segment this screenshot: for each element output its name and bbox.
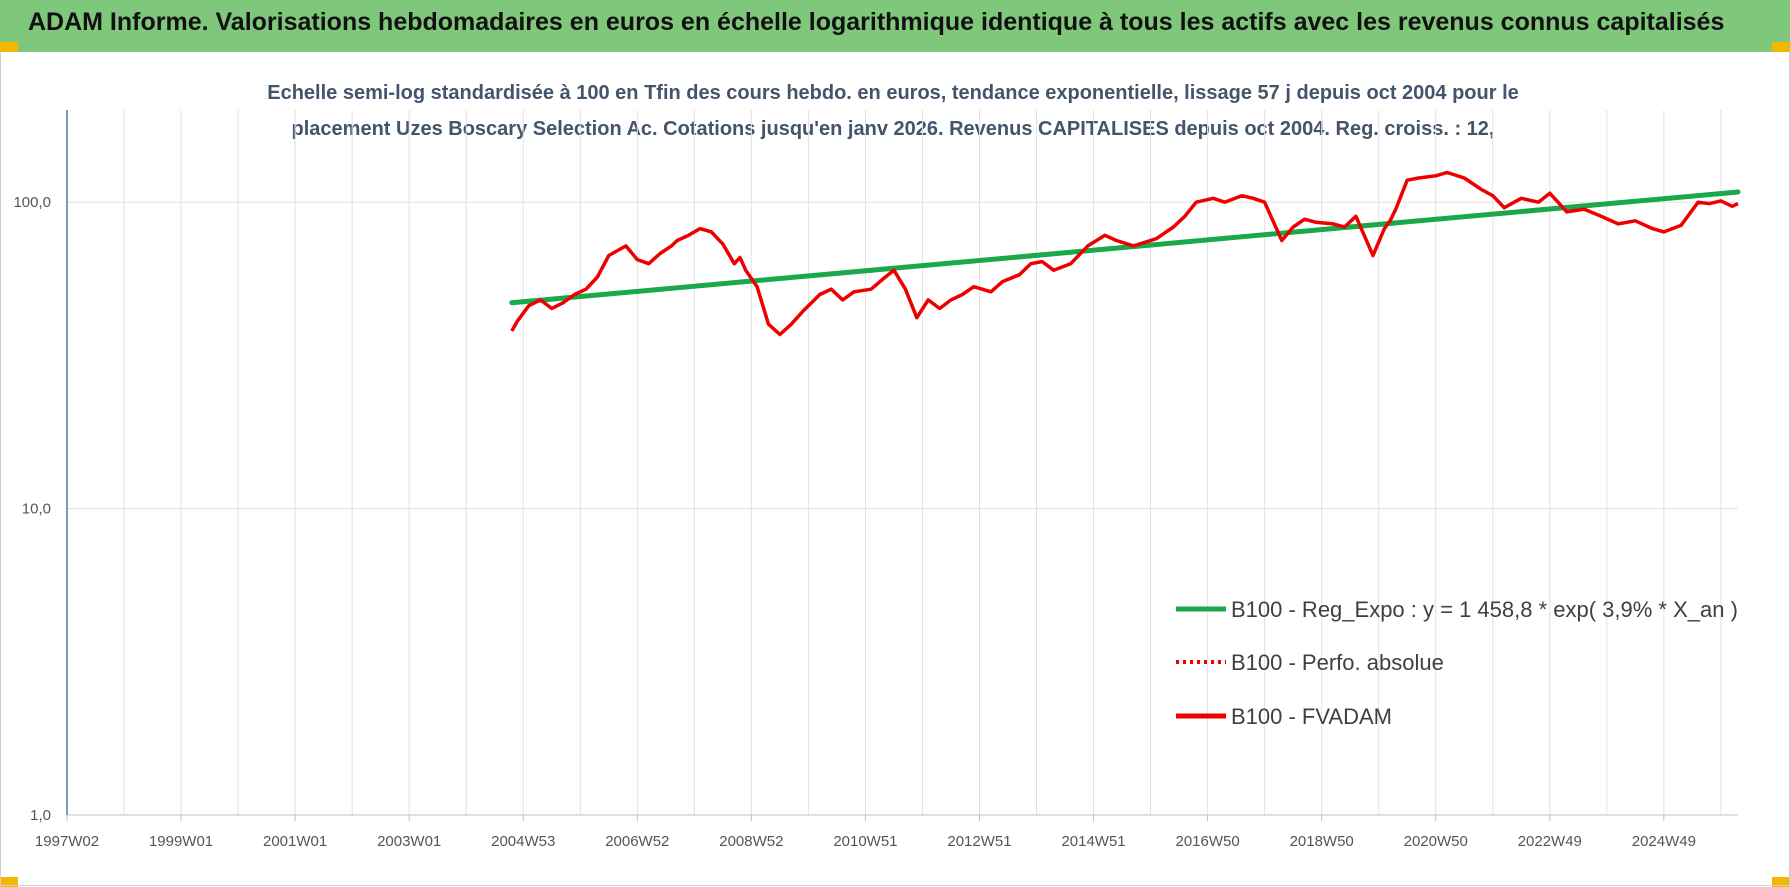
y-tick-label: 100,0 xyxy=(13,194,51,211)
page-title: ADAM Informe. Valorisations hebdomadaire… xyxy=(28,8,1725,36)
x-tick-label: 2003W01 xyxy=(377,833,441,850)
legend-label-trend: B100 - Reg_Expo : y = 1 458,8 * exp( 3,9… xyxy=(1231,597,1738,622)
x-tick-label: 2018W50 xyxy=(1290,833,1354,850)
series-line-reg-expo xyxy=(509,189,1741,306)
x-tick-label: 2020W50 xyxy=(1404,833,1468,850)
x-tick-label: 2004W53 xyxy=(491,833,555,850)
corner-mark-top-left xyxy=(0,42,18,52)
x-tick-label: 2014W51 xyxy=(1061,833,1125,850)
x-tick-label: 2001W01 xyxy=(263,833,327,850)
corner-mark-top-right xyxy=(1772,42,1790,52)
x-tick-label: 2016W50 xyxy=(1176,833,1240,850)
chart-title-line-1: Echelle semi-log standardisée à 100 en T… xyxy=(267,82,1519,104)
corner-mark-bottom-left xyxy=(0,877,18,887)
y-tick-label: 10,0 xyxy=(22,501,51,518)
legend-label-perfo: B100 - Perfo. absolue xyxy=(1231,650,1444,675)
x-tick-label: 1997W02 xyxy=(35,833,99,850)
series-line-fvadam xyxy=(510,170,1739,337)
corner-mark-bottom-right xyxy=(1772,877,1790,887)
legend: B100 - Reg_Expo : y = 1 458,8 * exp( 3,9… xyxy=(1176,597,1738,729)
y-tick-label: 1,0 xyxy=(30,807,51,824)
series-layer xyxy=(509,170,1741,337)
chart-title-line-2: placement Uzes Boscary Selection Ac. Cot… xyxy=(292,118,1495,140)
x-tick-label: 2022W49 xyxy=(1518,833,1582,850)
x-tick-label: 2012W51 xyxy=(947,833,1011,850)
x-tick-label: 2006W52 xyxy=(605,833,669,850)
x-tick-label: 2024W49 xyxy=(1632,833,1696,850)
x-tick-label: 1999W01 xyxy=(149,833,213,850)
header-bar xyxy=(0,0,1790,52)
legend-label-fvadam: B100 - FVADAM xyxy=(1231,704,1392,729)
axis-layer: 1,0 10,0 100,0 1997W02 1999W01 2001W01 2003W01… xyxy=(13,110,1738,850)
x-tick-label: 2008W52 xyxy=(719,833,783,850)
x-tick-label: 2010W51 xyxy=(833,833,897,850)
